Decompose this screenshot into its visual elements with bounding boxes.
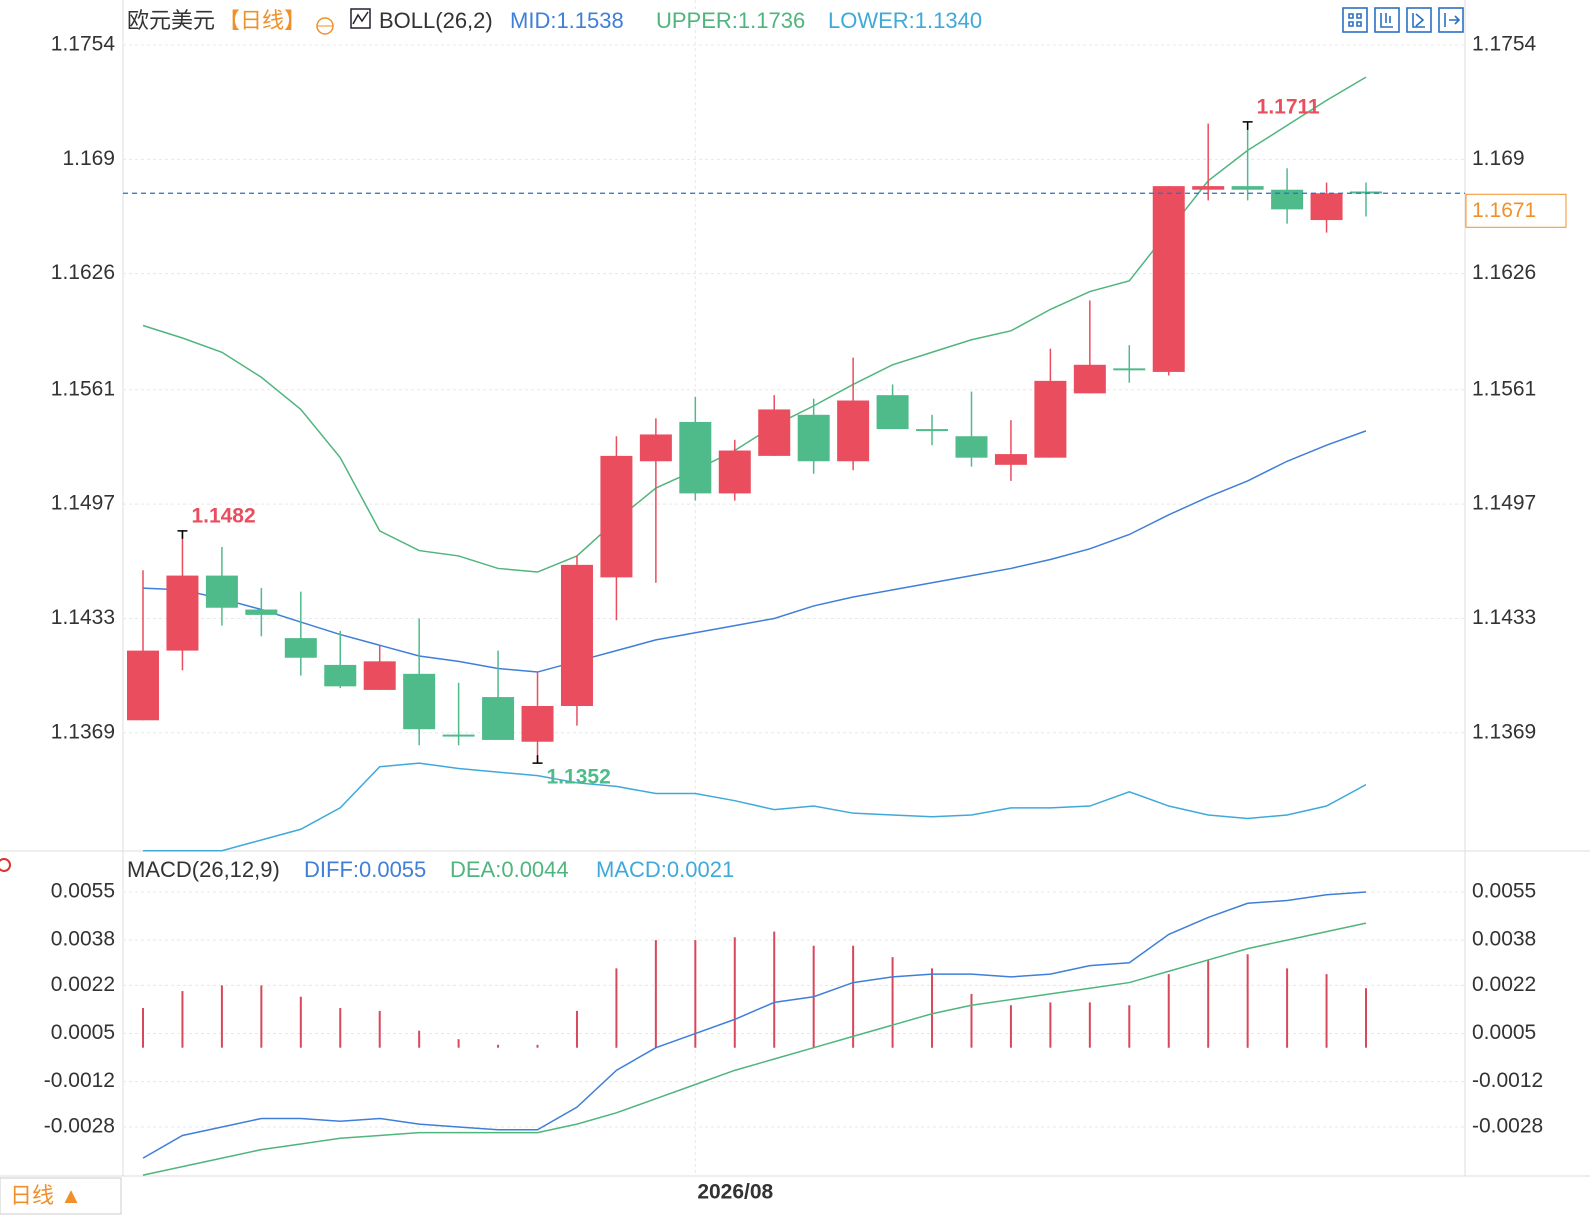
macd-line xyxy=(142,922,1367,1176)
candle-body xyxy=(1310,193,1343,221)
toolbar[interactable] xyxy=(1342,7,1464,33)
candle-body xyxy=(994,454,1027,465)
legend-entry: UPPER:1.1736 xyxy=(656,8,805,33)
candle-body xyxy=(1350,191,1382,194)
candle-body xyxy=(639,434,672,462)
candle-body xyxy=(1231,186,1264,190)
y-tick-label: 0.0038 xyxy=(51,928,115,951)
y-tick-label: 1.1369 xyxy=(51,720,115,743)
candle-body xyxy=(205,575,238,608)
y-tick-label: 1.1754 xyxy=(51,33,116,56)
candle-body xyxy=(876,395,909,430)
high-marker xyxy=(1242,121,1253,130)
candle-body xyxy=(679,421,712,494)
candle-body xyxy=(797,414,830,462)
y2-tick-label: 0.0022 xyxy=(1472,973,1536,996)
macd-line xyxy=(142,891,1367,1159)
legend-entry: LOWER:1.1340 xyxy=(828,8,982,33)
candle-body xyxy=(955,436,988,458)
y2-tick-label: 0.0038 xyxy=(1472,928,1536,951)
candle-body xyxy=(1192,186,1225,190)
legend-entry: MID:1.1538 xyxy=(510,8,624,33)
y-tick-label: -0.0028 xyxy=(44,1115,115,1138)
candle-body xyxy=(837,400,870,462)
indicator-label: BOLL(26,2) xyxy=(379,8,493,33)
y2-tick-label: 1.1561 xyxy=(1472,377,1536,400)
candle-body xyxy=(127,650,159,721)
y-tick-label: 1.1561 xyxy=(51,377,115,400)
footer-box[interactable]: 日线 ▲ xyxy=(0,1177,122,1215)
high-label: 1.1482 xyxy=(191,504,255,527)
chart-title: 欧元美元 xyxy=(127,8,215,33)
candle-body xyxy=(1034,380,1067,458)
candle-body xyxy=(245,609,278,615)
high-marker xyxy=(177,530,188,539)
candle-body xyxy=(600,455,633,578)
candle-body xyxy=(758,409,791,456)
period-label: 【日线】 xyxy=(218,8,306,33)
candle-body xyxy=(363,661,396,690)
candle-body xyxy=(324,664,357,687)
candle-body xyxy=(521,705,554,742)
boll-line xyxy=(142,430,1367,673)
y-tick-label: 1.1626 xyxy=(51,261,115,284)
y2-tick-label: 1.169 xyxy=(1472,147,1525,170)
legend-entry: DEA:0.0044 xyxy=(450,857,569,882)
y2-tick-label: 1.1754 xyxy=(1472,33,1537,56)
indicator-icon[interactable] xyxy=(350,8,371,29)
y2-tick-label: -0.0028 xyxy=(1472,1115,1543,1138)
legend-entry: DIFF:0.0055 xyxy=(304,857,426,882)
alert-icon xyxy=(0,858,11,872)
high-label: 1.1711 xyxy=(1257,95,1320,118)
y2-tick-label: 0.0005 xyxy=(1472,1021,1536,1044)
settings-icon[interactable] xyxy=(316,17,334,35)
y2-tick-label: 0.0055 xyxy=(1472,880,1536,903)
y2-tick-label: 1.1497 xyxy=(1472,492,1536,515)
last-price-box xyxy=(1465,193,1567,228)
last-price-label: 1.1671 xyxy=(1472,199,1536,222)
y-tick-label: 1.169 xyxy=(62,147,115,170)
candle-body xyxy=(403,673,436,730)
low-marker xyxy=(532,755,543,764)
macd-title: MACD(26,12,9) xyxy=(127,857,280,882)
candle-body xyxy=(1073,364,1106,394)
y-tick-label: -0.0012 xyxy=(44,1069,115,1092)
low-label: 1.1352 xyxy=(547,766,611,789)
legend-entry: MACD:0.0021 xyxy=(596,857,734,882)
period-switch[interactable]: 日线 ▲ xyxy=(10,1183,82,1208)
boll-line xyxy=(143,762,1367,852)
candle-body xyxy=(560,564,593,706)
candle-body xyxy=(442,734,475,737)
y2-tick-label: 1.1626 xyxy=(1472,261,1536,284)
y-tick-label: 0.0055 xyxy=(51,880,115,903)
candle-body xyxy=(1113,368,1146,371)
candle-body xyxy=(166,575,199,651)
y2-tick-label: 1.1369 xyxy=(1472,720,1536,743)
y-tick-label: 1.1497 xyxy=(51,492,115,515)
y-tick-label: 0.0005 xyxy=(51,1021,115,1044)
candle-body xyxy=(482,697,515,740)
y2-tick-label: -0.0012 xyxy=(1472,1069,1543,1092)
candle-body xyxy=(1271,189,1304,210)
y-tick-label: 1.1433 xyxy=(51,606,115,629)
candle-body xyxy=(284,638,317,658)
candle-body xyxy=(718,450,751,494)
candle-body xyxy=(916,429,949,432)
x-tick-label: 2026/08 xyxy=(697,1181,773,1204)
y-tick-label: 0.0022 xyxy=(51,973,115,996)
candle-body xyxy=(1152,186,1185,372)
y2-tick-label: 1.1433 xyxy=(1472,606,1536,629)
